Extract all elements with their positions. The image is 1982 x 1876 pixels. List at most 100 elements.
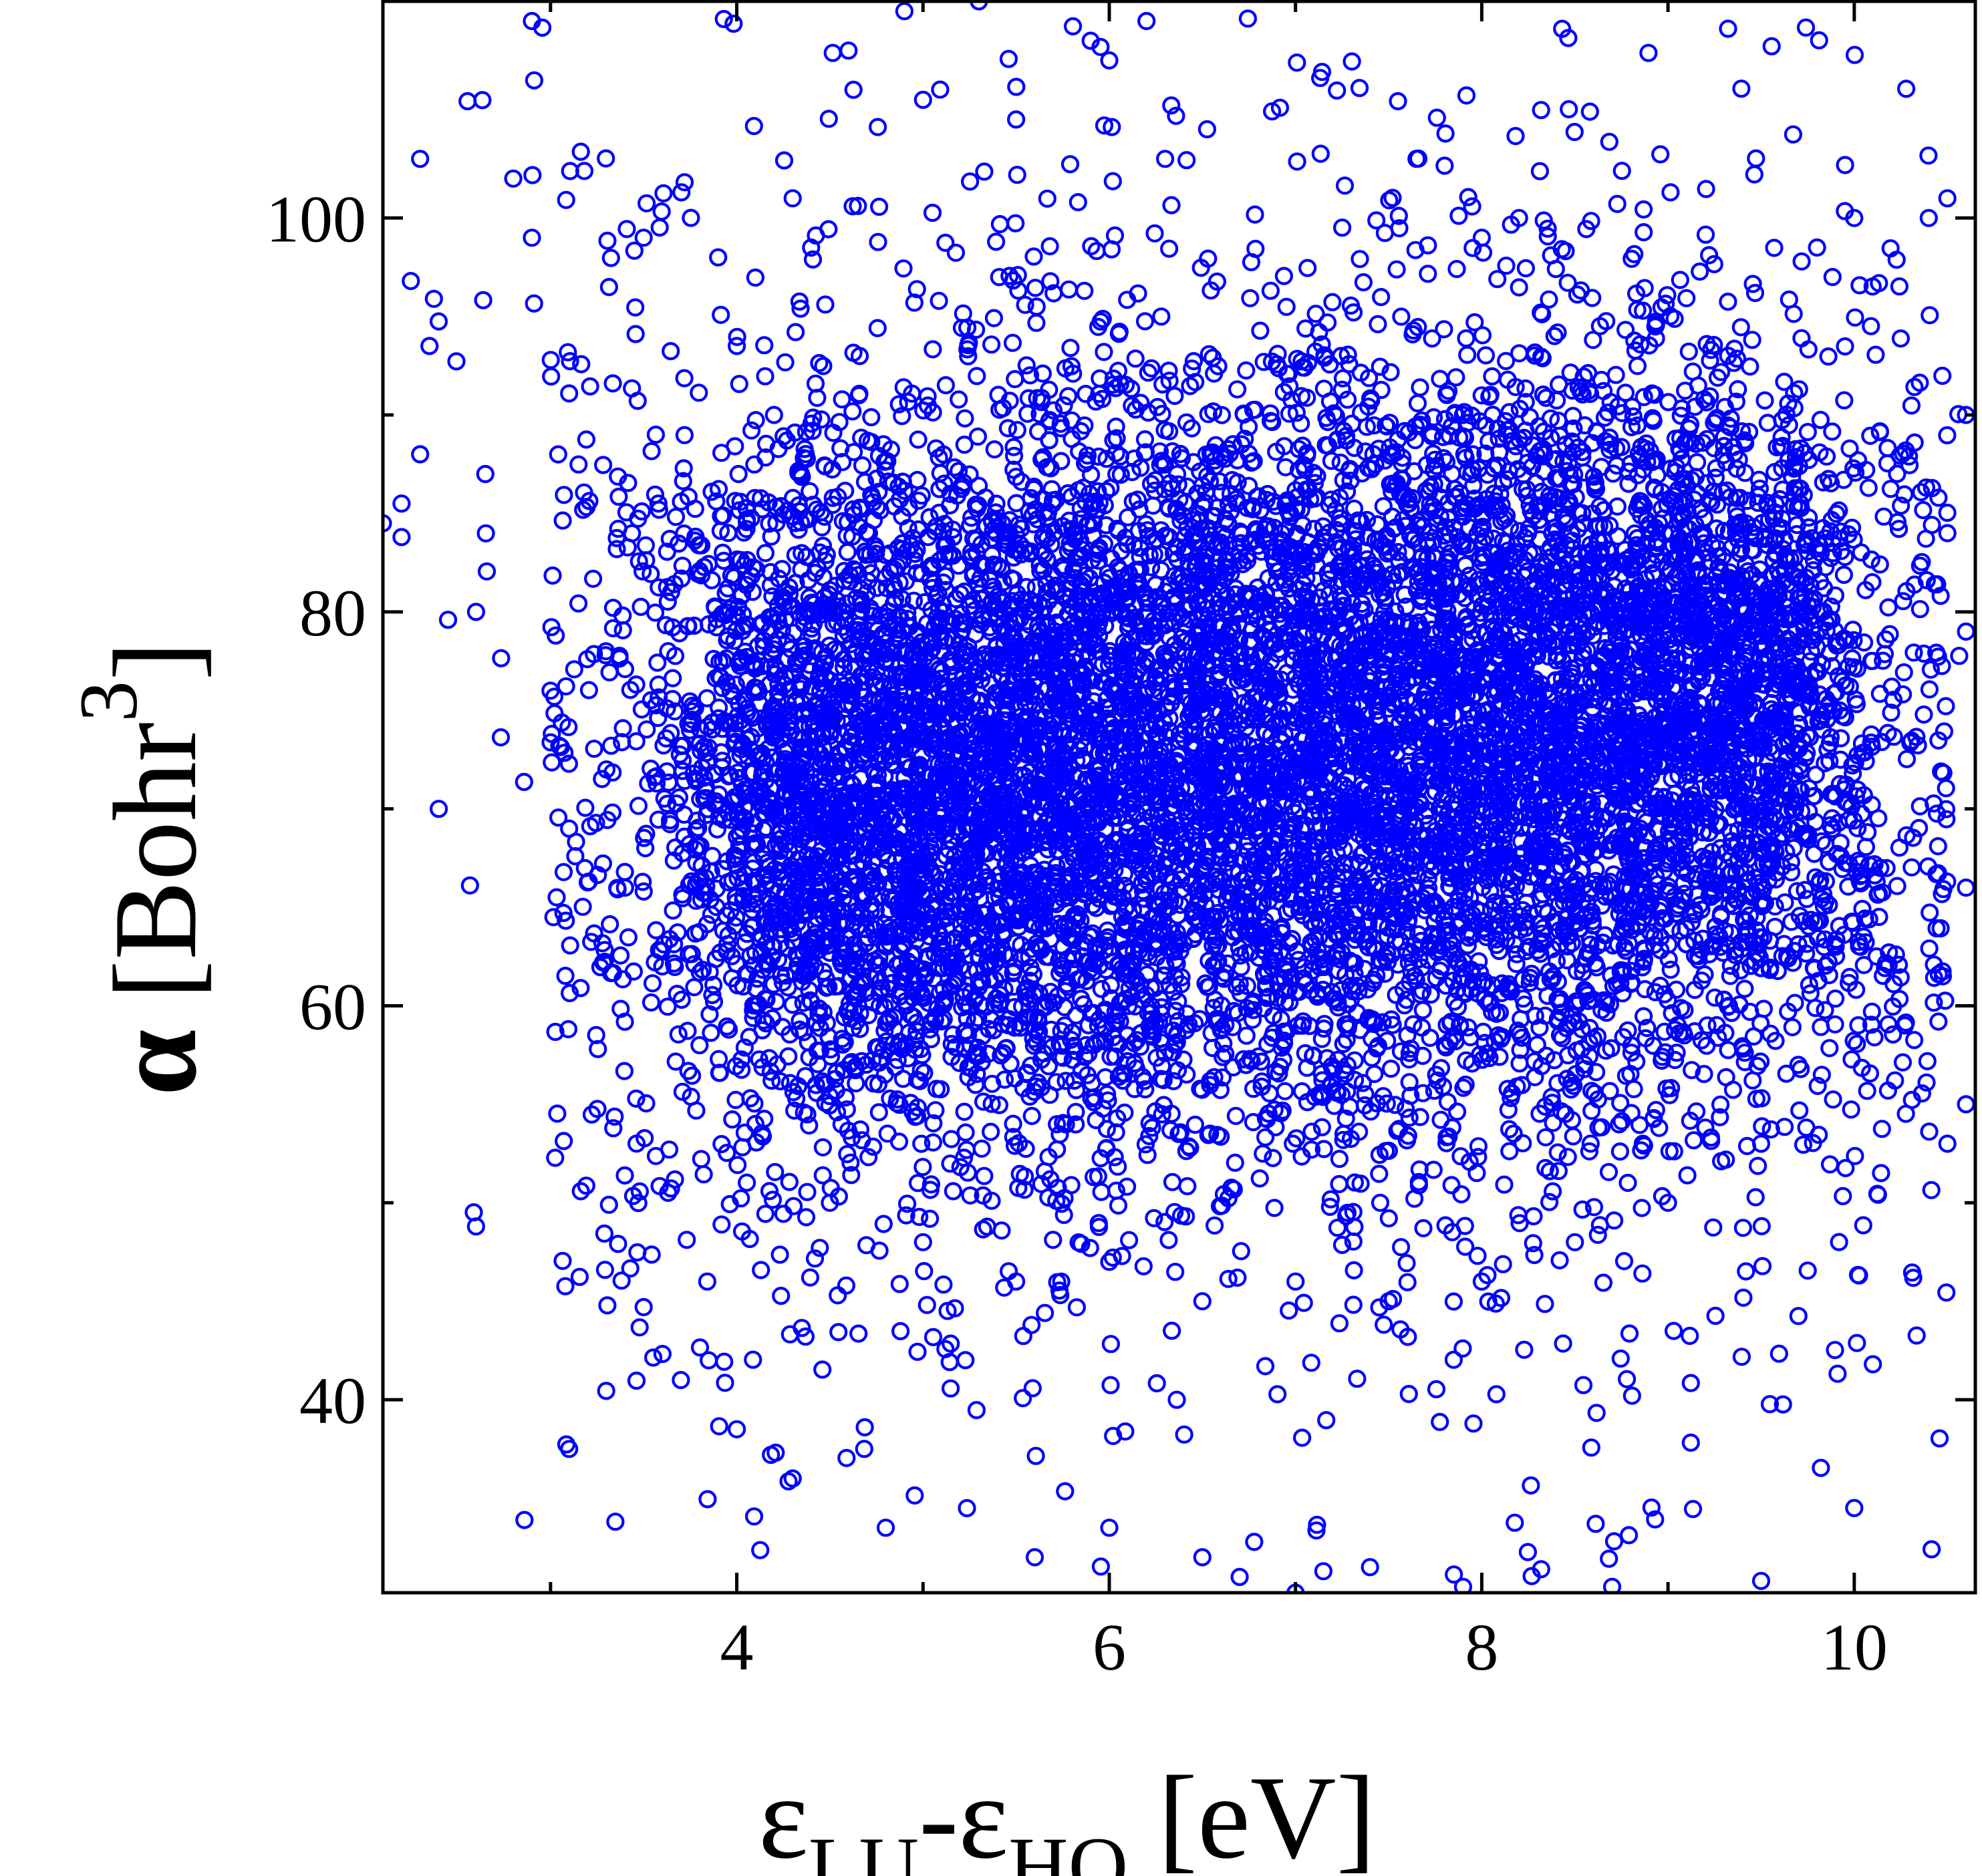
data-point	[1659, 393, 1678, 412]
data-point	[942, 1130, 961, 1148]
data-point	[685, 977, 704, 997]
data-point	[1379, 1209, 1398, 1228]
data-point	[1719, 293, 1737, 311]
data-point	[813, 518, 831, 536]
data-point	[889, 395, 908, 414]
data-point	[1858, 823, 1877, 842]
data-point	[1808, 1076, 1827, 1096]
data-point	[1758, 414, 1777, 432]
data-point	[1033, 364, 1052, 383]
data-point	[1351, 250, 1369, 269]
data-point	[913, 1158, 932, 1177]
data-point	[784, 1197, 803, 1215]
data-point	[891, 1321, 910, 1341]
data-point	[1510, 278, 1528, 297]
data-point	[1411, 1108, 1429, 1126]
data-point	[801, 1268, 820, 1287]
data-point	[679, 1062, 698, 1080]
data-point	[1298, 259, 1317, 277]
data-point	[1250, 1169, 1269, 1188]
data-point	[1166, 1263, 1185, 1281]
data-point	[1852, 734, 1871, 753]
data-point	[1330, 1149, 1349, 1168]
data-point	[1606, 365, 1625, 384]
data-point	[1528, 1036, 1546, 1054]
data-point	[1060, 155, 1080, 174]
data-point	[1134, 1257, 1153, 1276]
data-point	[1749, 1156, 1767, 1175]
data-point	[772, 560, 791, 579]
data-point	[771, 1072, 790, 1091]
data-point	[790, 292, 809, 311]
data-point	[756, 544, 775, 563]
data-point	[1017, 356, 1036, 375]
data-point	[1365, 1064, 1384, 1084]
data-point	[1448, 1102, 1467, 1121]
data-point	[981, 1122, 1000, 1141]
data-point	[1005, 1136, 1024, 1155]
data-point	[1444, 1292, 1463, 1311]
data-point	[869, 1103, 888, 1122]
data-point	[1423, 329, 1441, 348]
data-point	[874, 1215, 893, 1233]
data-point	[1328, 1219, 1347, 1237]
data-point	[1435, 156, 1454, 175]
data-point	[1399, 1384, 1418, 1404]
data-point	[1061, 339, 1080, 357]
data-point	[1003, 333, 1022, 352]
data-point	[1256, 1357, 1275, 1376]
data-point	[1092, 979, 1111, 998]
data-point	[838, 542, 857, 562]
data-point	[1330, 1314, 1349, 1333]
data-point	[713, 543, 732, 563]
data-point	[1688, 453, 1707, 472]
data-point	[1409, 317, 1427, 337]
data-point	[838, 1144, 857, 1164]
data-point	[972, 1139, 991, 1158]
data-point	[1254, 353, 1273, 371]
data-points	[383, 0, 1975, 1593]
data-point	[1135, 312, 1155, 331]
data-point	[1354, 273, 1373, 292]
data-point	[1743, 275, 1762, 293]
data-point	[669, 1025, 688, 1044]
data-point	[1438, 1092, 1457, 1111]
data-point	[797, 1208, 816, 1227]
data-point	[1469, 1137, 1488, 1156]
data-point	[1044, 1231, 1063, 1249]
data-point	[813, 1138, 833, 1156]
data-point	[1323, 293, 1342, 311]
data-point	[1790, 380, 1808, 399]
data-point	[1834, 565, 1853, 585]
data-point	[1633, 1264, 1652, 1283]
data-point	[1843, 649, 1862, 668]
data-point	[837, 1448, 856, 1467]
data-point	[923, 203, 942, 222]
data-point	[982, 335, 1001, 354]
data-point	[735, 1038, 754, 1057]
data-point	[1261, 281, 1280, 300]
data-point	[1727, 349, 1747, 368]
data-point	[1058, 484, 1077, 503]
data-point	[648, 653, 667, 672]
data-point	[1374, 497, 1393, 516]
data-point	[1457, 329, 1475, 348]
data-point	[1635, 223, 1653, 242]
data-point	[853, 456, 872, 475]
data-point	[1228, 1268, 1247, 1287]
data-point	[986, 232, 1006, 251]
data-point	[1058, 387, 1078, 406]
data-point	[1226, 1153, 1244, 1172]
data-point	[1237, 361, 1256, 380]
data-point	[1078, 446, 1097, 465]
data-point	[1317, 1411, 1336, 1430]
data-point	[1679, 342, 1698, 361]
data-point	[936, 375, 956, 395]
data-point	[1140, 1126, 1159, 1146]
data-point	[869, 232, 887, 251]
data-point	[1483, 367, 1502, 386]
data-point	[1783, 1018, 1802, 1037]
data-point	[756, 367, 774, 385]
data-point	[1109, 1196, 1128, 1215]
